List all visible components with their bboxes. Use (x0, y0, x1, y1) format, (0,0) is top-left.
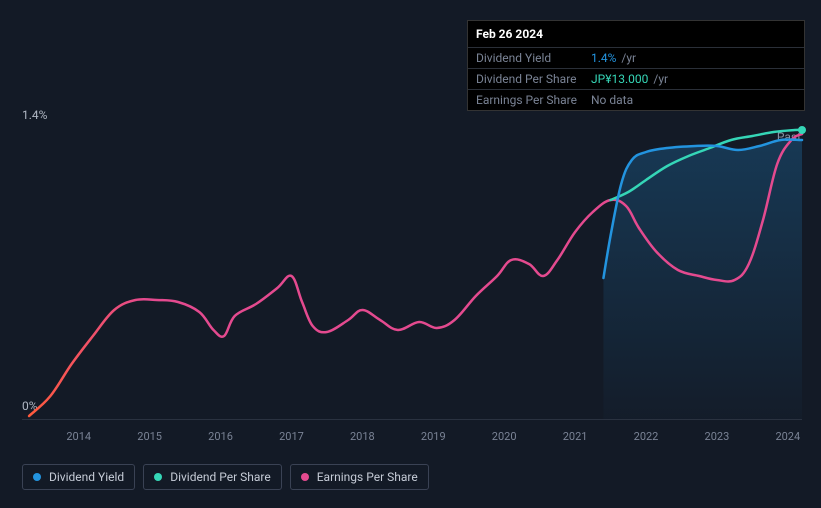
legend-label: Earnings Per Share (317, 470, 418, 484)
tooltip-row-label: Dividend Per Share (476, 72, 591, 86)
tooltip-row-value: No data (591, 93, 633, 107)
legend-item[interactable]: Earnings Per Share (290, 464, 429, 490)
tooltip-row: Dividend Per ShareJP¥13.000 /yr (468, 68, 804, 89)
x-axis-tick: 2019 (421, 430, 446, 443)
x-axis-tick: 2020 (492, 430, 517, 443)
tooltip-row: Earnings Per ShareNo data (468, 89, 804, 110)
x-axis-tick: 2014 (66, 430, 91, 443)
x-axis-tick: 2016 (208, 430, 233, 443)
x-axis-tick: 2022 (634, 430, 659, 443)
legend-dot (154, 473, 162, 481)
x-axis-tick: 2021 (563, 430, 588, 443)
legend-dot (301, 473, 309, 481)
chart-tooltip: Feb 26 2024 Dividend Yield1.4% /yrDivide… (467, 20, 805, 111)
x-axis-tick: 2024 (775, 430, 800, 443)
tooltip-row: Dividend Yield1.4% /yr (468, 47, 804, 68)
baseline (22, 419, 802, 420)
tooltip-row-value: 1.4% /yr (591, 51, 636, 65)
tooltip-row-label: Earnings Per Share (476, 93, 591, 107)
tooltip-row-label: Dividend Yield (476, 51, 591, 65)
x-axis: 2014 2015 2016 2017 2018 2019 2020 2021 2022 2023… (22, 430, 802, 446)
legend-label: Dividend Yield (49, 470, 124, 484)
chart-plot[interactable] (22, 120, 802, 420)
legend-item[interactable]: Dividend Yield (22, 464, 135, 490)
x-axis-tick: 2018 (350, 430, 375, 443)
x-axis-tick: 2015 (137, 430, 162, 443)
x-axis-tick: 2023 (705, 430, 730, 443)
x-axis-tick: 2017 (279, 430, 304, 443)
legend-label: Dividend Per Share (170, 470, 271, 484)
tooltip-row-value: JP¥13.000 /yr (591, 72, 668, 86)
legend: Dividend Yield Dividend Per Share Earnings… (22, 464, 429, 490)
legend-dot (33, 473, 41, 481)
tooltip-date: Feb 26 2024 (468, 21, 804, 47)
legend-item[interactable]: Dividend Per Share (143, 464, 282, 490)
end-marker (798, 126, 806, 134)
